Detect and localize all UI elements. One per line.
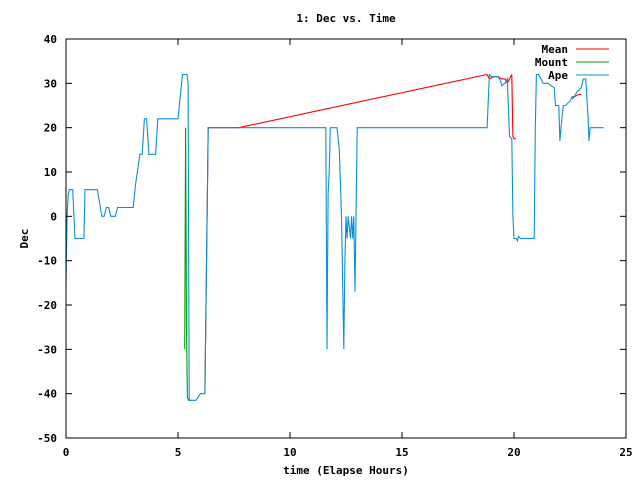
plot-frame bbox=[65, 38, 627, 439]
legend-label-mount: Mount bbox=[535, 56, 568, 69]
legend-label-ape: Ape bbox=[548, 69, 568, 82]
legend-label-mean: Mean bbox=[542, 43, 569, 56]
x-tick-label: 15 bbox=[395, 446, 408, 459]
x-tick-label: 25 bbox=[619, 446, 632, 459]
y-tick-label: 20 bbox=[44, 122, 57, 135]
x-axis-label: time (Elapse Hours) bbox=[283, 464, 409, 477]
x-tick-label: 20 bbox=[507, 446, 520, 459]
y-tick-label: 30 bbox=[44, 77, 57, 90]
series-layer bbox=[65, 73, 604, 401]
x-tick-label: 10 bbox=[283, 446, 296, 459]
ticks-layer: -50 -40 -30 -20 -10 0 10 20 30 40 0 5 10 15 20 25 bbox=[37, 33, 633, 459]
chart-title: 1: Dec vs. Time bbox=[296, 12, 396, 25]
y-tick-label: -10 bbox=[37, 255, 57, 268]
y-tick-label: -20 bbox=[37, 299, 57, 312]
x-tick-label: 0 bbox=[63, 446, 70, 459]
y-tick-label: 40 bbox=[44, 33, 57, 46]
series-line-ape bbox=[65, 73, 604, 401]
y-tick-label: 10 bbox=[44, 166, 57, 179]
y-axis-label: Dec bbox=[18, 229, 31, 249]
x-tick-label: 5 bbox=[175, 446, 182, 459]
y-tick-label: -40 bbox=[37, 388, 57, 401]
y-tick-label: 0 bbox=[50, 210, 57, 223]
y-tick-label: -50 bbox=[37, 432, 57, 445]
series-line-mean bbox=[204, 73, 582, 394]
y-tick-label: -30 bbox=[37, 343, 57, 356]
